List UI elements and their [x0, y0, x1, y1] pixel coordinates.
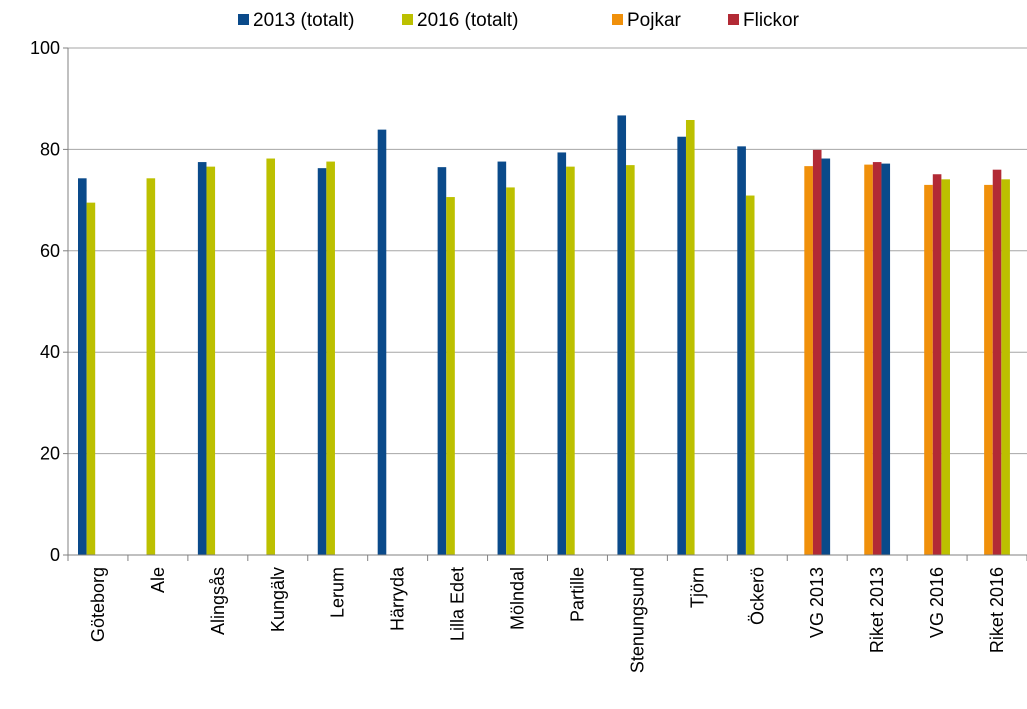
legend-item-flickor: Flickor	[728, 10, 800, 31]
bar-2013-totalt-lilla-edet	[437, 167, 447, 555]
bar-2013-totalt-m-lndal	[497, 161, 507, 555]
bar-2013-totalt-alings-s	[197, 162, 207, 555]
bar-2016-totalt-ale	[146, 178, 156, 555]
y-tick-label-40: 40	[40, 342, 60, 362]
bar-2016-totalt-kung-lv	[266, 158, 276, 555]
bar-2013-totalt-cker	[737, 146, 746, 555]
legend-label-pojkar: Pojkar	[627, 10, 682, 31]
legend-swatch-2013-totalt	[238, 14, 249, 25]
bar-pojkar-riket-2013	[864, 164, 873, 556]
bars	[78, 115, 1010, 556]
category-label-vg-2013: VG 2013	[807, 567, 827, 638]
bar-pojkar-riket-2016	[984, 184, 993, 555]
category-label-riket-2016: Riket 2016	[987, 567, 1007, 653]
legend-swatch-pojkar	[612, 14, 623, 25]
bar-pojkar-vg-2013	[804, 166, 813, 556]
legend: 2013 (totalt) 2016 (totalt) Pojkar Flickor	[238, 10, 800, 31]
bar-2016-totalt-tj-rn	[685, 119, 695, 555]
category-label-m-lndal: Mölndal	[508, 567, 528, 630]
legend-label-flickor: Flickor	[743, 10, 800, 31]
bar-2016-totalt-alings-s	[206, 166, 216, 555]
bar-2016-totalt-m-lndal	[506, 187, 515, 556]
category-label-lilla-edet: Lilla Edet	[448, 567, 468, 641]
bar-2016-totalt-partille	[566, 166, 575, 555]
category-label-vg-2016: VG 2016	[927, 567, 947, 638]
legend-swatch-flickor	[728, 14, 739, 25]
bar-flickor-vg-2016	[932, 174, 942, 556]
y-tick-label-20: 20	[40, 444, 60, 464]
category-label-tj-rn: Tjörn	[687, 567, 707, 608]
y-tick-label-60: 60	[40, 241, 60, 261]
category-label-lerum: Lerum	[328, 567, 348, 618]
category-labels: Göteborg Ale Alingsås Kungälv Lerum Härryda Li…	[88, 566, 1007, 673]
bar-2016-totalt-g-teborg	[86, 202, 96, 555]
bar-2016-totalt-lerum	[326, 161, 335, 555]
category-label-g-teborg: Göteborg	[88, 567, 108, 642]
category-label-h-rryda: Härryda	[388, 566, 408, 631]
bar-2013-totalt-lerum	[317, 168, 327, 555]
bar-2013-totalt-g-teborg	[78, 178, 87, 555]
y-tick-label-0: 0	[50, 545, 60, 565]
bar-2013-totalt-vg-2013	[821, 158, 831, 555]
axes	[63, 47, 1027, 561]
category-label-cker: Öckerö	[747, 567, 767, 625]
bar-pojkar-vg-2016	[924, 184, 933, 555]
legend-item-2016-totalt: 2016 (totalt)	[402, 10, 518, 31]
bar-flickor-riket-2016	[992, 169, 1002, 555]
bar-flickor-vg-2013	[812, 149, 822, 556]
legend-item-pojkar: Pojkar	[612, 10, 682, 31]
bar-2016-totalt-stenungsund	[626, 165, 635, 555]
category-label-alings-s: Alingsås	[208, 567, 228, 635]
bar-2016-totalt-cker	[745, 195, 755, 556]
category-label-partille: Partille	[567, 567, 587, 622]
category-label-ale: Ale	[148, 567, 168, 593]
legend-swatch-2016-totalt	[402, 14, 413, 25]
legend-label-2013-totalt: 2013 (totalt)	[253, 10, 354, 31]
legend-item-2013-totalt: 2013 (totalt)	[238, 10, 354, 31]
category-label-kung-lv: Kungälv	[268, 567, 288, 632]
y-tick-labels: 0 20 40 60 80 100	[30, 38, 60, 565]
bar-2016-totalt-riket-2016	[1001, 179, 1010, 556]
bar-2013-totalt-h-rryda	[377, 129, 387, 555]
category-label-stenungsund: Stenungsund	[627, 567, 647, 673]
y-tick-label-100: 100	[30, 38, 60, 58]
bar-2013-totalt-riket-2013	[881, 163, 891, 555]
bar-flickor-riket-2013	[872, 162, 882, 555]
bar-2013-totalt-tj-rn	[677, 136, 686, 555]
bar-2016-totalt-lilla-edet	[446, 197, 455, 556]
bar-2013-totalt-stenungsund	[617, 115, 627, 555]
y-tick-label-80: 80	[40, 139, 60, 159]
bar-2016-totalt-vg-2016	[941, 179, 950, 556]
category-label-riket-2013: Riket 2013	[867, 567, 887, 653]
legend-label-2016-totalt: 2016 (totalt)	[417, 10, 518, 31]
bar-2013-totalt-partille	[557, 152, 567, 555]
